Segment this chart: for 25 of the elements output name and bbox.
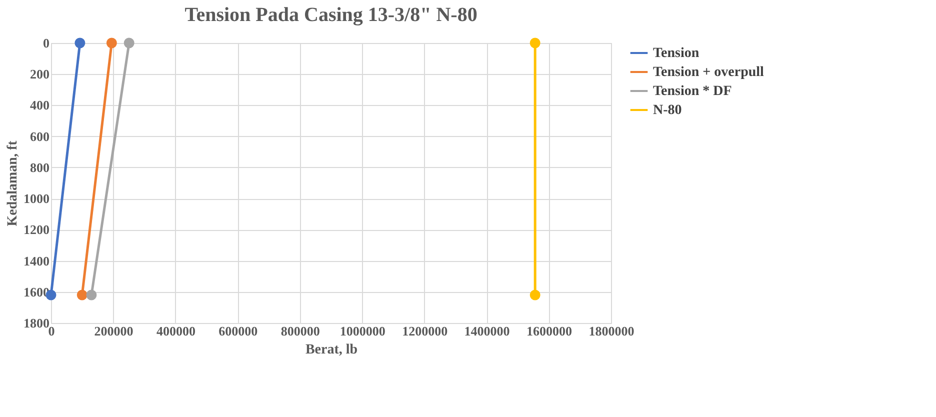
- y-tick-label: 1200: [24, 222, 50, 238]
- legend-label: Tension * DF: [653, 84, 732, 99]
- x-tick-label: 1800000: [588, 324, 634, 338]
- y-tick-label: 1800: [24, 316, 50, 330]
- legend-label: Tension: [653, 46, 700, 61]
- y-tick-label: 0: [43, 36, 50, 50]
- x-tick-label: 200000: [94, 324, 134, 338]
- legend-label: Tension + overpull: [653, 65, 764, 80]
- x-tick-label: 400000: [156, 324, 196, 338]
- x-tick-label: 600000: [218, 324, 258, 338]
- x-tick-label: 1400000: [464, 324, 510, 338]
- y-tick-label: 200: [30, 66, 50, 82]
- x-tick-label: 1600000: [526, 324, 572, 338]
- legend-label: N-80: [653, 103, 682, 118]
- x-tick-label: 800000: [280, 324, 320, 338]
- x-axis-title: Berat, lb: [305, 342, 358, 358]
- y-tick-label: 1400: [24, 253, 50, 268]
- y-axis-title: Kedalaman, ft: [6, 140, 20, 226]
- y-tick-label: 1000: [24, 191, 50, 206]
- y-tick-label: 800: [30, 160, 50, 175]
- chart-title: Tension Pada Casing 13-3/8" N-80: [184, 4, 478, 26]
- y-tick-label: 600: [30, 128, 50, 144]
- x-tick-label: 1200000: [402, 324, 448, 338]
- y-tick-label: 400: [30, 98, 50, 113]
- x-tick-label: 1000000: [340, 324, 386, 338]
